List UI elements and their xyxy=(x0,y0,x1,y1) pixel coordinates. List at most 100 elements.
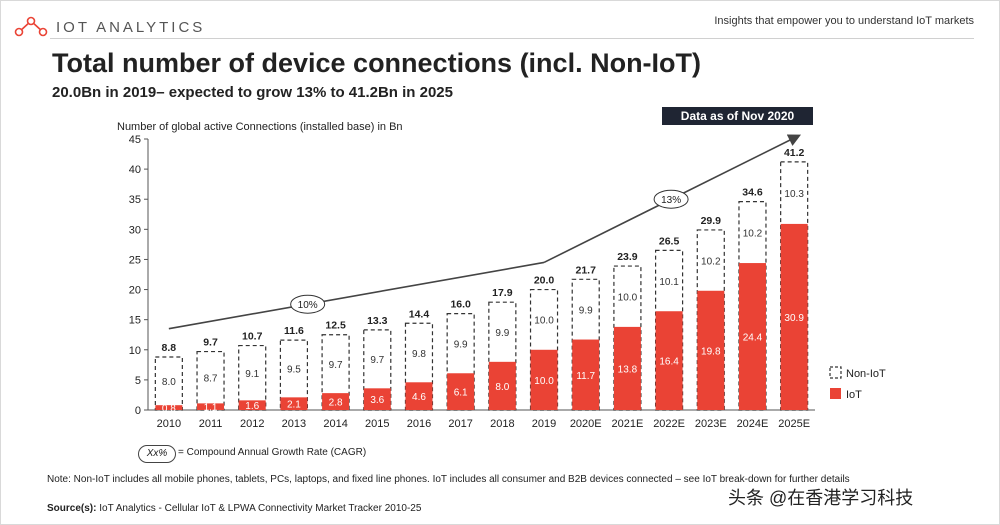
iot-value-label: 2.8 xyxy=(329,398,343,409)
x-tick-label: 2011 xyxy=(199,418,223,430)
total-value-label: 9.7 xyxy=(203,337,218,349)
iot-bar xyxy=(280,397,308,410)
non-iot-value-label: 10.0 xyxy=(618,292,638,303)
x-tick-label: 2024E xyxy=(737,418,769,430)
iot-value-label: 19.8 xyxy=(701,346,721,357)
total-value-label: 11.6 xyxy=(284,325,304,337)
iot-value-label: 30.9 xyxy=(784,313,804,324)
x-tick-label: 2025E xyxy=(778,418,810,430)
cagr-label: 10% xyxy=(298,300,318,311)
iot-value-label: 16.4 xyxy=(659,357,679,368)
x-tick-label: 2023E xyxy=(695,418,727,430)
iot-bar xyxy=(697,290,725,410)
legend-non-iot-label: Non-IoT xyxy=(846,368,886,380)
x-tick-label: 2022E xyxy=(653,418,685,430)
iot-value-label: 4.6 xyxy=(412,392,426,403)
page-subtitle: 20.0Bn in 2019– expected to grow 13% to … xyxy=(52,84,453,101)
non-iot-value-label: 8.7 xyxy=(204,373,218,384)
non-iot-bar xyxy=(238,344,267,411)
source-label: Source(s): xyxy=(47,503,97,514)
total-value-label: 13.3 xyxy=(367,315,388,327)
iot-bar xyxy=(530,349,558,410)
iot-value-label: 2.1 xyxy=(287,400,301,411)
total-value-label: 8.8 xyxy=(162,342,177,354)
non-iot-value-label: 10.3 xyxy=(784,189,804,200)
non-iot-value-label: 9.9 xyxy=(495,328,509,339)
iot-value-label: 13.8 xyxy=(618,364,638,375)
iot-value-label: 1.6 xyxy=(245,401,259,412)
total-value-label: 41.2 xyxy=(784,147,805,159)
y-tick-label: 10 xyxy=(129,345,141,357)
y-tick-label: 30 xyxy=(129,224,141,236)
iot-value-label: 11.7 xyxy=(576,371,595,382)
non-iot-value-label: 9.7 xyxy=(329,360,343,371)
non-iot-value-label: 9.1 xyxy=(245,369,259,380)
total-value-label: 29.9 xyxy=(701,215,722,227)
iot-bar xyxy=(363,388,391,410)
total-value-label: 26.5 xyxy=(659,235,680,247)
x-tick-label: 2016 xyxy=(407,418,431,430)
iot-bar xyxy=(488,361,516,410)
header-divider xyxy=(50,38,974,39)
network-nodes-icon xyxy=(14,16,48,37)
y-tick-label: 5 xyxy=(135,375,141,387)
iot-value-label: 3.6 xyxy=(370,395,384,406)
iot-bar xyxy=(572,339,600,410)
iot-bar xyxy=(197,403,225,410)
cagr-label: 13% xyxy=(661,195,681,206)
total-value-label: 20.0 xyxy=(534,275,555,287)
y-tick-label: 40 xyxy=(129,164,141,176)
non-iot-value-label: 9.7 xyxy=(370,355,384,366)
source-line: Source(s): IoT Analytics - Cellular IoT … xyxy=(47,503,421,514)
y-tick-label: 15 xyxy=(129,315,141,327)
brand-logo: IOT ANALYTICS xyxy=(14,12,205,42)
total-value-label: 10.7 xyxy=(242,331,263,343)
cagr-bubble xyxy=(290,294,326,314)
legend-iot-label: IoT xyxy=(846,389,862,401)
page-title: Total number of device connections (incl… xyxy=(52,48,702,78)
watermark: 头条 @在香港学习科技 xyxy=(728,488,914,508)
y-tick-label: 35 xyxy=(129,194,141,206)
non-iot-value-label: 10.0 xyxy=(534,316,554,327)
cagr-legend-text: = Compound Annual Growth Rate (CAGR) xyxy=(178,447,367,458)
total-value-label: 23.9 xyxy=(617,251,638,263)
total-value-label: 14.4 xyxy=(409,308,430,320)
iot-bar xyxy=(322,393,350,410)
iot-value-label: 8.0 xyxy=(495,382,509,393)
iot-bar xyxy=(447,373,475,410)
source-text: IoT Analytics - Cellular IoT & LPWA Conn… xyxy=(99,503,422,514)
non-iot-value-label: 9.8 xyxy=(412,349,426,360)
tagline: Insights that empower you to understand … xyxy=(714,15,974,27)
x-tick-label: 2018 xyxy=(490,418,514,430)
non-iot-value-label: 10.2 xyxy=(743,228,763,239)
non-iot-value-label: 9.9 xyxy=(579,305,593,316)
non-iot-value-label: 10.2 xyxy=(701,256,721,267)
iot-bar xyxy=(613,326,641,410)
cagr-arrow xyxy=(168,261,545,330)
brand-name: IOT ANALYTICS xyxy=(56,18,206,36)
connections-chart: Number of global active Connections (ins… xyxy=(117,121,886,430)
y-tick-label: 25 xyxy=(129,254,141,266)
cagr-bubble xyxy=(653,189,689,209)
data-date-badge: Data as of Nov 2020 xyxy=(662,107,813,125)
iot-value-label: 1.1 xyxy=(204,403,218,414)
iot-value-label: 10.0 xyxy=(534,376,554,387)
x-tick-label: 2017 xyxy=(448,418,472,430)
iot-bar xyxy=(655,311,683,410)
x-tick-label: 2013 xyxy=(282,418,306,430)
x-tick-label: 2021E xyxy=(612,418,644,430)
total-value-label: 34.6 xyxy=(742,187,763,199)
y-axis-label: Number of global active Connections (ins… xyxy=(117,121,403,133)
total-value-label: 17.9 xyxy=(492,287,513,299)
x-tick-label: 2010 xyxy=(157,418,181,430)
x-tick-label: 2014 xyxy=(323,418,347,430)
footnote: Note: Non-IoT includes all mobile phones… xyxy=(47,474,850,485)
iot-bar xyxy=(780,223,808,410)
x-tick-label: 2020E xyxy=(570,418,602,430)
total-value-label: 16.0 xyxy=(450,299,471,311)
x-tick-label: 2019 xyxy=(532,418,556,430)
x-tick-label: 2012 xyxy=(240,418,264,430)
y-tick-label: 20 xyxy=(129,285,141,297)
x-tick-label: 2015 xyxy=(365,418,389,430)
iot-value-label: 24.4 xyxy=(743,333,763,344)
